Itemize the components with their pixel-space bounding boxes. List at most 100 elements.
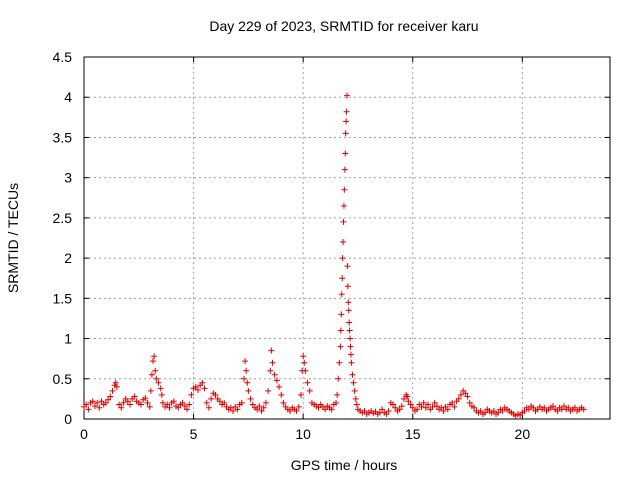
data-point — [179, 399, 186, 406]
data-point — [256, 403, 263, 410]
data-point — [347, 335, 354, 342]
data-point — [208, 395, 215, 402]
x-tick-label: 5 — [190, 426, 198, 442]
data-point — [212, 391, 219, 398]
data-point — [199, 379, 206, 386]
data-point — [322, 406, 329, 413]
data-point — [328, 406, 335, 413]
data-point — [440, 407, 447, 414]
data-point — [295, 403, 302, 410]
data-point — [338, 291, 345, 298]
data-point — [287, 407, 294, 414]
data-point — [276, 383, 283, 390]
data-point — [278, 391, 285, 398]
data-point — [127, 401, 134, 408]
data-point — [344, 263, 351, 270]
data-point — [175, 404, 182, 411]
data-point — [345, 307, 352, 314]
data-point — [349, 371, 356, 378]
data-point — [243, 367, 250, 374]
data-point — [499, 407, 506, 414]
data-point — [385, 407, 392, 414]
data-point — [83, 401, 90, 408]
data-point — [521, 407, 528, 414]
chart-title: Day 229 of 2023, SRMTID for receiver kar… — [209, 18, 478, 34]
axis-ticks — [83, 56, 610, 420]
data-point — [495, 409, 502, 416]
data-point — [418, 403, 425, 410]
data-point — [301, 359, 308, 366]
data-point — [124, 398, 131, 405]
data-point — [238, 399, 245, 406]
data-point — [340, 239, 347, 246]
data-point — [392, 404, 399, 411]
data-point — [344, 92, 350, 99]
data-point — [341, 166, 348, 173]
data-point — [85, 406, 92, 413]
data-point — [565, 404, 572, 411]
data-point — [186, 401, 193, 408]
data-point — [116, 401, 123, 408]
data-point — [396, 406, 403, 413]
data-point — [466, 399, 473, 406]
data-point — [340, 218, 347, 225]
data-point — [342, 150, 349, 157]
y-tick-label: 3.5 — [53, 129, 73, 145]
data-point — [347, 351, 354, 358]
data-point — [351, 387, 358, 394]
plot-frame — [83, 56, 611, 420]
data-point — [352, 395, 359, 402]
y-tick-label: 2.5 — [53, 210, 73, 226]
data-point — [258, 407, 265, 414]
data-point — [107, 393, 114, 400]
data-point — [181, 403, 188, 410]
y-tick-label: 2 — [64, 250, 72, 266]
data-point — [242, 358, 249, 365]
data-point — [315, 404, 322, 411]
data-points — [81, 92, 587, 419]
data-point — [433, 403, 440, 410]
data-point — [158, 391, 165, 398]
data-point — [306, 387, 313, 394]
data-point — [422, 404, 429, 411]
data-point — [249, 401, 256, 408]
y-axis-label: SRMTID / TECUs — [5, 183, 21, 293]
data-point — [444, 406, 451, 413]
data-point — [383, 411, 390, 418]
data-point — [347, 343, 354, 350]
data-point — [205, 404, 212, 411]
data-point — [457, 391, 464, 398]
data-point — [490, 407, 497, 414]
data-point — [98, 398, 105, 405]
data-point — [152, 367, 159, 374]
data-point — [170, 398, 177, 405]
data-point — [244, 379, 251, 386]
data-point — [201, 385, 208, 392]
data-point — [271, 371, 278, 378]
y-tick-label: 0.5 — [53, 371, 73, 387]
data-point — [541, 404, 548, 411]
data-point — [91, 403, 98, 410]
x-tick-label: 15 — [405, 426, 421, 442]
data-point — [346, 327, 353, 334]
data-point — [150, 358, 157, 365]
data-point — [265, 387, 272, 394]
data-point — [571, 404, 578, 411]
data-point — [348, 359, 355, 366]
data-point — [131, 393, 138, 400]
data-point — [96, 404, 103, 411]
data-point — [221, 399, 228, 406]
data-point — [230, 407, 237, 414]
data-point — [530, 404, 537, 411]
data-point — [343, 118, 350, 125]
data-point — [337, 327, 344, 334]
data-point — [550, 403, 557, 410]
data-point — [164, 401, 171, 408]
data-point — [464, 393, 471, 400]
data-point — [137, 401, 144, 408]
data-point — [105, 396, 112, 403]
data-point — [333, 399, 340, 406]
data-point — [254, 406, 261, 413]
data-point — [379, 406, 386, 413]
